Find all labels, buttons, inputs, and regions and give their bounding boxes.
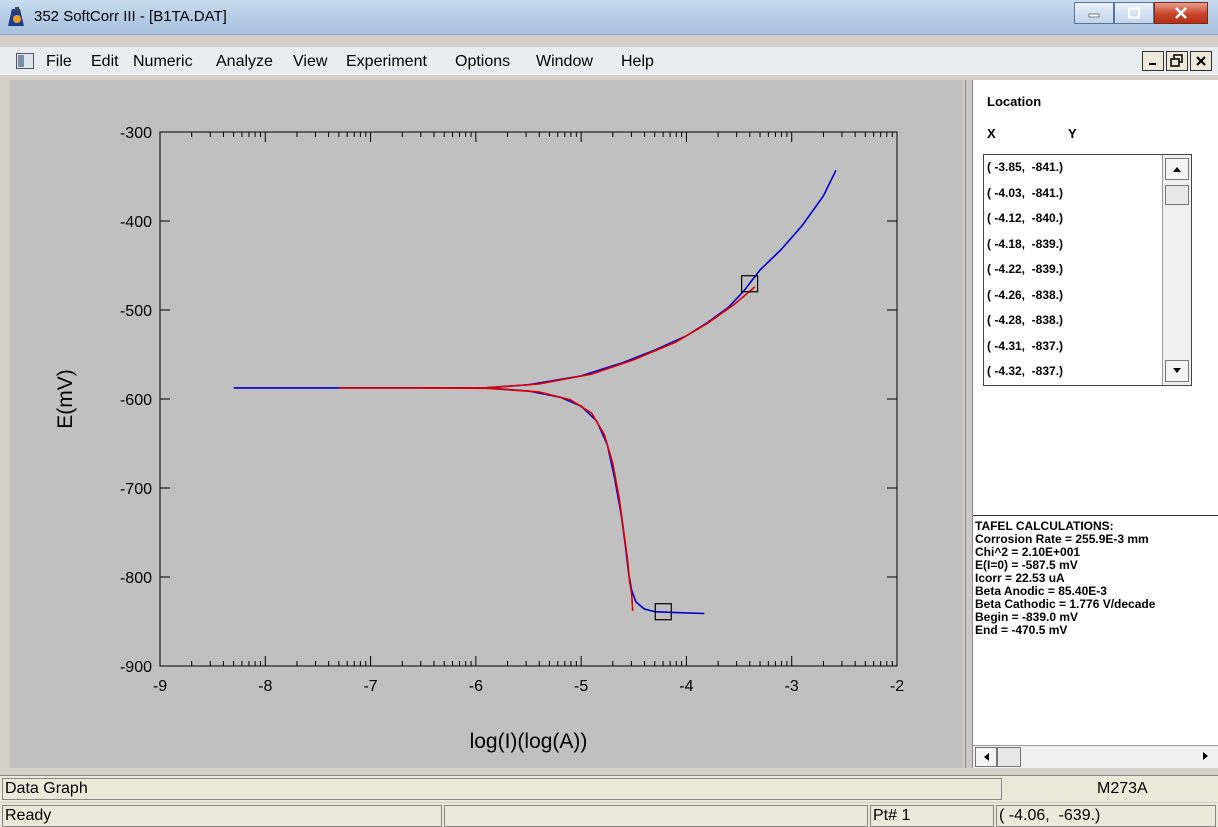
tafel-line: Begin = -839.0 mV	[975, 610, 1079, 624]
location-row[interactable]: ( -3.85, -841.)	[987, 160, 1064, 174]
instrument-label: M273A	[1097, 780, 1148, 797]
child-restore-button[interactable]	[1166, 51, 1188, 71]
location-scrollbar[interactable]	[1162, 155, 1191, 385]
menu-numeric[interactable]: Numeric	[133, 53, 193, 70]
menu-options[interactable]: Options	[455, 53, 511, 70]
tafel-line: End = -470.5 mV	[975, 623, 1068, 637]
x-axis-label: log(I)(log(A))	[470, 730, 588, 753]
scroll-thumb[interactable]	[997, 747, 1021, 767]
menu-experiment[interactable]: Experiment	[346, 53, 427, 70]
location-row[interactable]: ( -4.32, -837.)	[987, 364, 1064, 378]
y-tick-label: -800	[120, 570, 152, 587]
x-tick-label: -7	[363, 678, 377, 695]
scroll-right-button[interactable]	[1196, 747, 1216, 765]
status-bar: Ready Pt# 1 ( -4.06, -639.)	[0, 803, 1218, 827]
x-tick-label: -8	[258, 678, 272, 695]
tafel-line: Corrosion Rate = 255.9E-3 mm	[975, 532, 1149, 546]
graph-label: Data Graph	[2, 778, 1002, 800]
location-x-header: X	[987, 126, 996, 141]
x-tick-label: -3	[785, 678, 799, 695]
minimize-button[interactable]	[1074, 2, 1114, 24]
splitter[interactable]	[965, 80, 973, 768]
menu-file[interactable]: File	[46, 53, 72, 70]
status-coords: ( -4.06, -639.)	[996, 805, 1216, 827]
location-row[interactable]: ( -4.03, -841.)	[987, 185, 1064, 200]
y-axis-label: E(mV)	[54, 369, 77, 429]
scroll-up-button[interactable]	[1165, 158, 1189, 180]
x-tick-label: -4	[679, 678, 693, 695]
maximize-icon	[1128, 7, 1140, 19]
series-line-3	[339, 286, 756, 389]
document-icon[interactable]	[16, 53, 34, 69]
horizontal-scrollbar[interactable]	[973, 745, 1218, 768]
y-tick-label: -900	[120, 659, 152, 676]
location-list[interactable]: ( -3.85, -841.) ( -4.03, -841.) ( -4.12,…	[983, 154, 1192, 386]
scroll-left-button[interactable]	[975, 747, 997, 767]
y-tick-label: -300	[120, 125, 152, 142]
location-row[interactable]: ( -4.28, -838.)	[987, 313, 1064, 327]
title-bar: 352 SoftCorr III - [B1TA.DAT]	[0, 0, 1218, 35]
series-line-4	[423, 387, 634, 611]
close-icon	[1175, 7, 1187, 19]
child-close-button[interactable]	[1190, 51, 1212, 71]
series-line-2	[486, 387, 705, 615]
x-tick-label: -9	[153, 678, 167, 695]
location-row[interactable]: ( -4.22, -839.)	[987, 262, 1064, 276]
location-row[interactable]: ( -4.18, -839.)	[987, 236, 1064, 251]
menu-edit[interactable]: Edit	[91, 53, 119, 70]
restore-icon	[1170, 54, 1183, 67]
location-y-header: Y	[1068, 126, 1077, 141]
graph-panel[interactable]: -9 -8 -7 -6 -5 -4 -3 -2 -300 -400 -500 -600 -700 -80…	[10, 80, 963, 768]
x-tick-label: -5	[574, 678, 588, 695]
tafel-line: Beta Anodic = 85.40E-3	[975, 584, 1107, 598]
menu-bar: File Edit Numeric Analyze View Experimen…	[0, 47, 1218, 75]
location-panel: Location X Y ( -3.85, -841.) ( -4.03, -8…	[973, 80, 1218, 516]
y-tick-label: -500	[120, 303, 152, 320]
plot-frame	[159, 131, 898, 667]
tafel-line: E(I=0) = -587.5 mV	[975, 558, 1078, 572]
scroll-down-button[interactable]	[1165, 360, 1189, 382]
location-row[interactable]: ( -4.26, -838.)	[987, 287, 1064, 302]
status-blank	[444, 805, 868, 827]
fit-range-marker	[740, 275, 759, 293]
close-button[interactable]	[1154, 2, 1208, 24]
x-tick-label: -2	[890, 678, 904, 695]
side-panel: Location X Y ( -3.85, -841.) ( -4.03, -8…	[973, 80, 1218, 768]
y-tick-label: -700	[120, 481, 152, 498]
location-title: Location	[987, 94, 1042, 109]
menu-window[interactable]: Window	[536, 53, 593, 70]
arrow-left-icon	[984, 753, 989, 761]
tafel-line: Beta Cathodic = 1.776 V/decade	[975, 597, 1156, 611]
menu-help[interactable]: Help	[621, 53, 654, 70]
menu-view[interactable]: View	[293, 53, 328, 70]
location-row[interactable]: ( -4.12, -840.)	[987, 211, 1064, 225]
menu-analyze[interactable]: Analyze	[216, 53, 273, 70]
minimize-icon	[1088, 13, 1100, 18]
maximize-button[interactable]	[1114, 2, 1154, 24]
series-line-1	[233, 169, 837, 389]
arrow-right-icon	[1203, 752, 1208, 760]
y-tick-label: -600	[120, 392, 152, 409]
tafel-plot[interactable]: -9 -8 -7 -6 -5 -4 -3 -2 -300 -400 -500 -600 -700 -80…	[10, 80, 963, 768]
arrow-down-icon	[1173, 368, 1181, 373]
arrow-up-icon	[1173, 167, 1181, 172]
tafel-line: TAFEL CALCULATIONS:	[975, 520, 1114, 533]
tafel-results: TAFEL CALCULATIONS: Corrosion Rate = 255…	[973, 520, 1218, 755]
tafel-line: Chi^2 = 2.10E+001	[975, 545, 1081, 559]
close-icon	[1196, 56, 1206, 66]
minimize-icon	[1149, 63, 1156, 65]
window-title: 352 SoftCorr III - [B1TA.DAT]	[34, 8, 227, 25]
scroll-thumb[interactable]	[1165, 185, 1189, 205]
status-ready: Ready	[2, 805, 442, 827]
graph-status-bar: Data Graph M273A	[0, 775, 1218, 802]
location-row[interactable]: ( -4.31, -837.)	[987, 338, 1064, 353]
status-point: Pt# 1	[870, 805, 994, 827]
app-logo-icon	[8, 7, 24, 26]
tafel-line: Icorr = 22.53 uA	[975, 571, 1065, 585]
x-tick-label: -6	[469, 678, 483, 695]
fit-range-marker	[654, 603, 672, 621]
child-minimize-button[interactable]	[1142, 51, 1164, 71]
y-tick-label: -400	[120, 214, 152, 231]
